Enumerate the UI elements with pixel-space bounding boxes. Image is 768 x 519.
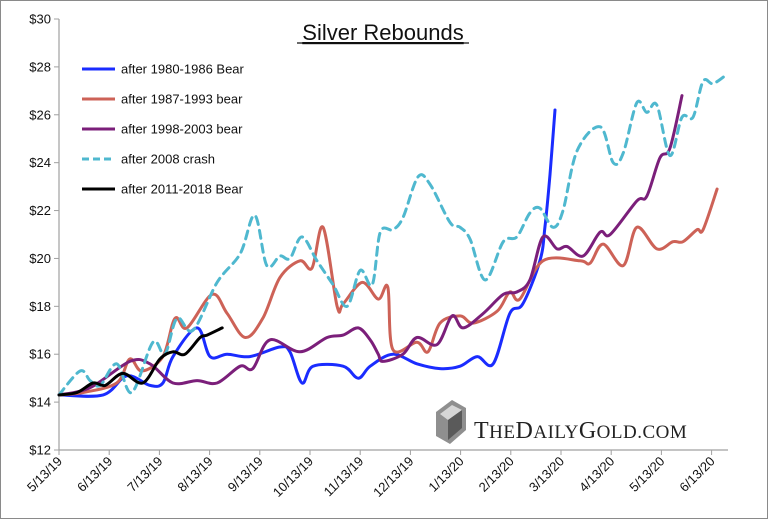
y-tick-label: $22 — [29, 203, 51, 218]
thedailygold-logo: THEDAILYGOLD.COM — [436, 400, 687, 444]
y-tick-label: $18 — [29, 299, 51, 314]
y-tick-label: $20 — [29, 251, 51, 266]
series-lines — [57, 72, 729, 398]
x-tick-label: 6/13/20 — [676, 454, 717, 495]
series-line-after-1998-2003-bear — [57, 94, 684, 397]
y-tick-label: $30 — [29, 12, 51, 27]
y-tick-label: $28 — [29, 59, 51, 74]
y-tick-label: $14 — [29, 395, 51, 410]
x-tick-label: 7/13/19 — [124, 454, 165, 495]
gold-bar-icon — [436, 400, 466, 444]
series-line-after-1980-1986-bear — [57, 108, 557, 398]
legend-label-after-1987-1993-bear: after 1987-1993 bear — [121, 92, 243, 107]
x-tick-label: 1/13/20 — [425, 454, 466, 495]
x-tick-label: 11/13/19 — [321, 454, 367, 500]
series-line-after-2008-crash — [57, 72, 729, 397]
x-tick-label: 12/13/19 — [370, 454, 416, 500]
y-tick-label: $24 — [29, 155, 51, 170]
y-tick-label: $26 — [29, 107, 51, 122]
x-tick-label: 5/13/19 — [24, 454, 65, 495]
x-tick-label: 9/13/19 — [225, 454, 266, 495]
x-tick-label: 8/13/19 — [174, 454, 215, 495]
x-tick-label: 5/13/20 — [626, 454, 667, 495]
y-tick-label: $16 — [29, 347, 51, 362]
legend-label-after-2011-2018-bear: after 2011-2018 Bear — [121, 182, 244, 197]
legend: after 1980-1986 Bear after 1987-1993 bear… — [82, 62, 245, 197]
series-line-after-1987-1993-bear — [57, 187, 719, 397]
series-line-after-2011-2018-bear — [57, 326, 224, 397]
watermark-text: THEDAILYGOLD.COM — [474, 418, 687, 444]
y-tick-label: $12 — [29, 443, 51, 458]
legend-label-after-1980-1986-bear: after 1980-1986 Bear — [121, 62, 245, 77]
x-tick-label: 4/13/20 — [576, 454, 617, 495]
x-tick-label: 6/13/19 — [74, 454, 115, 495]
legend-label-after-1998-2003-bear: after 1998-2003 bear — [121, 122, 243, 137]
x-tick-label: 2/13/20 — [476, 454, 517, 495]
x-tick-label: 3/13/20 — [526, 454, 567, 495]
legend-label-after-2008-crash: after 2008 crash — [121, 152, 215, 167]
chart-title: Silver Rebounds — [302, 20, 463, 45]
x-tick-label: 10/13/19 — [270, 454, 316, 500]
